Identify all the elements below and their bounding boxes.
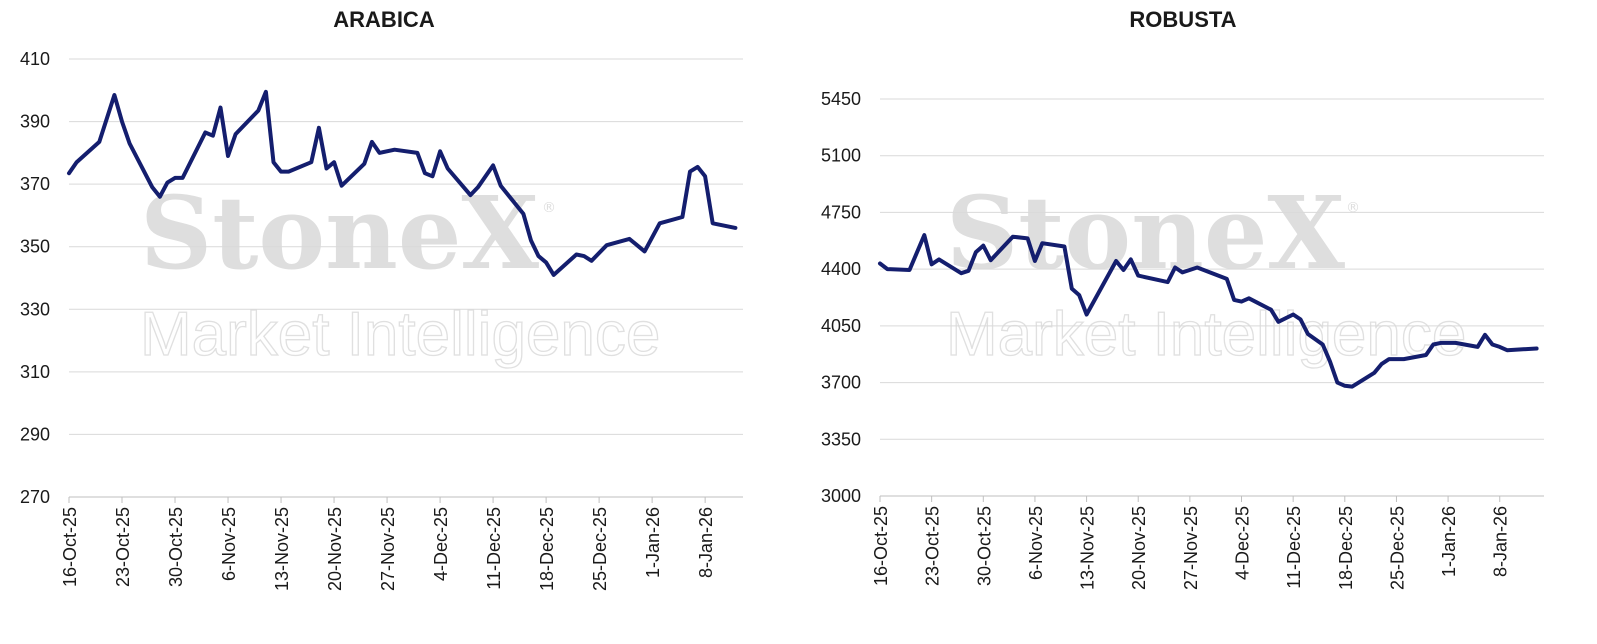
y-tick-label: 3000 bbox=[821, 486, 861, 506]
x-tick-label: 11-Dec-25 bbox=[484, 507, 504, 590]
x-tick-label: 20-Nov-25 bbox=[1129, 506, 1149, 590]
x-tick-label: 6-Nov-25 bbox=[219, 507, 239, 581]
x-tick-label: 1-Jan-26 bbox=[1439, 506, 1459, 577]
x-tick-label: 27-Nov-25 bbox=[378, 507, 398, 591]
chart-title: ROBUSTA bbox=[1129, 7, 1236, 32]
x-tick-label: 6-Nov-25 bbox=[1026, 506, 1046, 580]
series-line bbox=[67, 89, 738, 277]
watermark-subtitle: Market Intelligence bbox=[140, 300, 660, 369]
arabica-chart-svg: StoneX ® Market Intelligence ARABICA 270 290 3… bbox=[20, 7, 743, 591]
watermark: StoneX ® Market Intelligence bbox=[139, 174, 661, 370]
x-tick-label: 27-Nov-25 bbox=[1181, 506, 1201, 590]
x-tick-label: 18-Dec-25 bbox=[537, 507, 557, 591]
watermark-subtitle: Market Intelligence bbox=[946, 300, 1466, 369]
series-line bbox=[878, 233, 1539, 389]
x-tick-label: 25-Dec-25 bbox=[1387, 506, 1407, 590]
watermark-registered-mark: ® bbox=[542, 200, 556, 216]
y-tick-label: 290 bbox=[20, 424, 50, 444]
x-tick-label: 1-Jan-26 bbox=[643, 507, 663, 578]
robusta-chart-svg: StoneX ® Market Intelligence ROBUSTA 3000 335… bbox=[821, 7, 1544, 590]
y-tick-label: 3700 bbox=[821, 373, 861, 393]
y-tick-label: 390 bbox=[20, 112, 50, 132]
x-tick-label: 4-Dec-25 bbox=[431, 507, 451, 581]
y-tick-label: 350 bbox=[20, 237, 50, 257]
chart-title: ARABICA bbox=[333, 7, 435, 32]
y-tick-label: 410 bbox=[20, 49, 50, 69]
x-tick-label: 23-Oct-25 bbox=[923, 506, 943, 586]
x-tick-label: 11-Dec-25 bbox=[1284, 506, 1304, 589]
x-tick-label: 4-Dec-25 bbox=[1233, 506, 1253, 580]
y-tick-label: 310 bbox=[20, 362, 50, 382]
y-tick-label: 270 bbox=[20, 487, 50, 507]
y-tick-label: 370 bbox=[20, 174, 50, 194]
x-tick-label: 13-Nov-25 bbox=[272, 507, 292, 591]
y-tick-label: 4050 bbox=[821, 316, 861, 336]
x-tick-label: 30-Oct-25 bbox=[166, 507, 186, 587]
y-tick-label: 4400 bbox=[821, 259, 861, 279]
watermark: StoneX ® Market Intelligence bbox=[945, 174, 1467, 370]
x-tick-label: 8-Jan-26 bbox=[696, 507, 716, 578]
x-tick-label: 18-Dec-25 bbox=[1336, 506, 1356, 590]
watermark-registered-mark: ® bbox=[1346, 200, 1360, 216]
arabica-chart: StoneX ® Market Intelligence ARABICA 270 290 3… bbox=[0, 0, 790, 644]
x-tick-label: 23-Oct-25 bbox=[113, 507, 133, 587]
x-tick-label: 16-Oct-25 bbox=[871, 506, 891, 586]
robusta-chart: StoneX ® Market Intelligence ROBUSTA 3000 335… bbox=[800, 0, 1597, 644]
x-tick-label: 25-Dec-25 bbox=[590, 507, 610, 591]
watermark-logo: StoneX bbox=[140, 174, 539, 292]
y-tick-label: 5100 bbox=[821, 146, 861, 166]
x-tick-label: 20-Nov-25 bbox=[325, 507, 345, 591]
y-tick-label: 3350 bbox=[821, 429, 861, 449]
x-tick-label: 8-Jan-26 bbox=[1491, 506, 1511, 577]
x-tick-label: 16-Oct-25 bbox=[60, 507, 80, 587]
y-tick-label: 330 bbox=[20, 299, 50, 319]
y-tick-label: 4750 bbox=[821, 202, 861, 222]
watermark-logo: StoneX bbox=[946, 174, 1345, 292]
y-tick-label: 5450 bbox=[821, 89, 861, 109]
x-tick-label: 13-Nov-25 bbox=[1078, 506, 1098, 590]
x-tick-label: 30-Oct-25 bbox=[974, 506, 994, 586]
